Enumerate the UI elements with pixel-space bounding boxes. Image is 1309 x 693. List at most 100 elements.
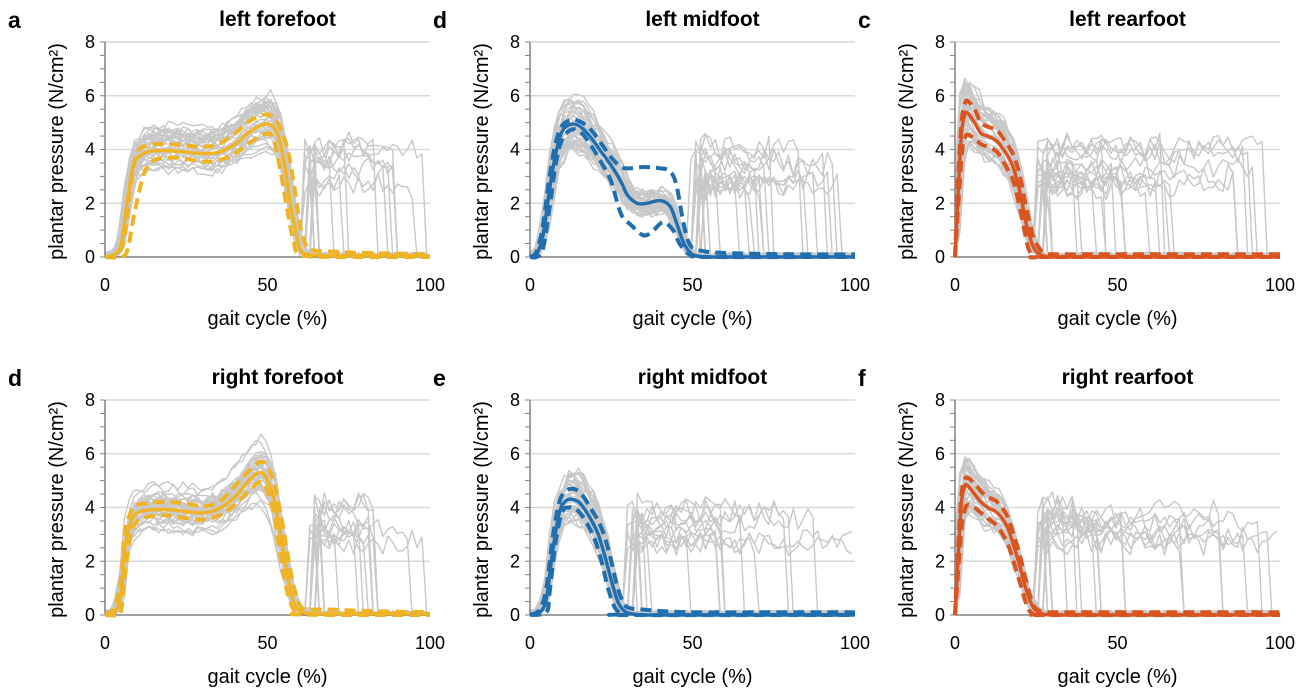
panel-title: left rearfoot (1069, 8, 1186, 31)
ci-line-2 (953, 132, 1280, 260)
chart-panel-3: 0 2 4 6 8 0 50 100 gait cycle (%) plantar pressur… (858, 7, 1295, 330)
y-tick-label: 6 (510, 86, 520, 106)
chart-panel-4: 0 2 4 6 8 0 50 100 gait cycle (%) plantar pressur… (8, 365, 445, 688)
y-axis-label: plantar pressure (N/cm²) (46, 401, 68, 618)
y-tick-label: 4 (85, 498, 95, 518)
trial-line (954, 467, 1278, 616)
panel-title: left forefoot (219, 8, 336, 31)
trial-line (530, 504, 852, 616)
mean-line (953, 110, 1280, 259)
y-tick-label: 8 (935, 390, 945, 410)
ci-line-2 (529, 505, 856, 618)
ci-line-2 (529, 127, 856, 260)
y-tick-label: 6 (85, 444, 95, 464)
trial-line (104, 137, 428, 258)
trial-line (954, 104, 1277, 258)
trial-line (104, 499, 427, 616)
y-tick-label: 0 (85, 605, 95, 625)
y-tick-label: 0 (510, 605, 520, 625)
y-tick-label: 2 (935, 551, 945, 571)
x-axis-label: gait cycle (%) (207, 308, 327, 330)
ci-line-2 (953, 502, 1281, 618)
x-tick-label: 100 (840, 633, 870, 653)
y-tick-label: 2 (85, 551, 95, 571)
panel-letter: d (8, 365, 22, 391)
ci-line-1 (953, 98, 1280, 258)
x-tick-label: 0 (950, 633, 960, 653)
y-tick-label: 6 (510, 444, 520, 464)
ci-line-1 (528, 117, 856, 259)
ci-line-1 (103, 459, 431, 617)
x-tick-label: 50 (257, 633, 277, 653)
panel-title: left midfoot (645, 8, 759, 31)
x-axis-label: gait cycle (%) (632, 308, 752, 330)
y-tick-label: 2 (510, 193, 520, 213)
x-tick-label: 100 (1265, 275, 1295, 295)
x-tick-label: 50 (1107, 633, 1127, 653)
x-tick-label: 0 (950, 275, 960, 295)
y-axis-label: plantar pressure (N/cm²) (471, 401, 493, 618)
ci-line-2 (104, 479, 431, 618)
trial-line (104, 486, 427, 616)
x-tick-label: 100 (415, 275, 445, 295)
y-axis-label: plantar pressure (N/cm²) (471, 43, 493, 260)
background-trials (529, 467, 853, 616)
y-tick-label: 4 (85, 140, 95, 160)
mean-line (104, 470, 430, 617)
x-tick-label: 100 (840, 275, 870, 295)
trial-line (530, 512, 852, 616)
x-axis-label: gait cycle (%) (1057, 308, 1177, 330)
x-tick-label: 50 (257, 275, 277, 295)
panel-letter: e (433, 365, 446, 391)
panel-letter: d (433, 7, 447, 33)
y-tick-label: 8 (935, 32, 945, 52)
y-tick-label: 0 (935, 605, 945, 625)
y-tick-label: 4 (510, 140, 520, 160)
panel-letter: a (8, 7, 21, 33)
ci-line-1 (953, 475, 1280, 616)
x-tick-label: 0 (100, 275, 110, 295)
trial-line (954, 83, 1278, 258)
y-tick-label: 0 (85, 247, 95, 267)
x-tick-label: 100 (415, 633, 445, 653)
chart-panel-5: 0 2 4 6 8 0 50 100 gait cycle (%) plantar pressur… (433, 365, 870, 688)
chart-panel-1: 0 2 4 6 8 0 50 100 gait cycle (%) plantar pressur… (8, 7, 445, 330)
y-tick-label: 4 (935, 498, 945, 518)
y-tick-label: 8 (510, 390, 520, 410)
x-tick-label: 0 (100, 633, 110, 653)
x-axis-label: gait cycle (%) (1057, 666, 1177, 688)
panel-title: right rearfoot (1062, 366, 1194, 389)
background-trials (104, 433, 428, 616)
x-tick-label: 50 (682, 633, 702, 653)
x-tick-label: 50 (1107, 275, 1127, 295)
x-tick-label: 0 (525, 275, 535, 295)
y-tick-label: 2 (510, 551, 520, 571)
y-axis-label: plantar pressure (N/cm²) (896, 401, 918, 618)
panel-letter: c (858, 7, 871, 33)
x-axis-label: gait cycle (%) (632, 666, 752, 688)
chart-panel-6: 0 2 4 6 8 0 50 100 gait cycle (%) plantar pressur… (858, 365, 1295, 688)
ci-line-1 (104, 112, 431, 259)
y-tick-label: 0 (510, 247, 520, 267)
y-tick-label: 4 (510, 498, 520, 518)
y-tick-label: 6 (85, 86, 95, 106)
y-tick-label: 6 (935, 444, 945, 464)
panel-title: right forefoot (212, 366, 344, 389)
trial-line (954, 499, 1278, 610)
y-tick-label: 8 (85, 390, 95, 410)
panel-letter: f (858, 365, 866, 391)
trial-line (954, 467, 1277, 616)
chart-panel-2: 0 2 4 6 8 0 50 100 gait cycle (%) plantar pressur… (433, 7, 870, 330)
background-trials (954, 77, 1278, 258)
x-tick-label: 0 (525, 633, 535, 653)
y-tick-label: 0 (935, 247, 945, 267)
panel-title: right midfoot (638, 366, 767, 389)
mean-line (104, 122, 430, 259)
mean-line (529, 122, 855, 259)
y-tick-label: 8 (85, 32, 95, 52)
x-tick-label: 50 (682, 275, 702, 295)
trial-line (954, 480, 1278, 616)
trial-line (530, 104, 852, 258)
trial-line (104, 135, 428, 258)
